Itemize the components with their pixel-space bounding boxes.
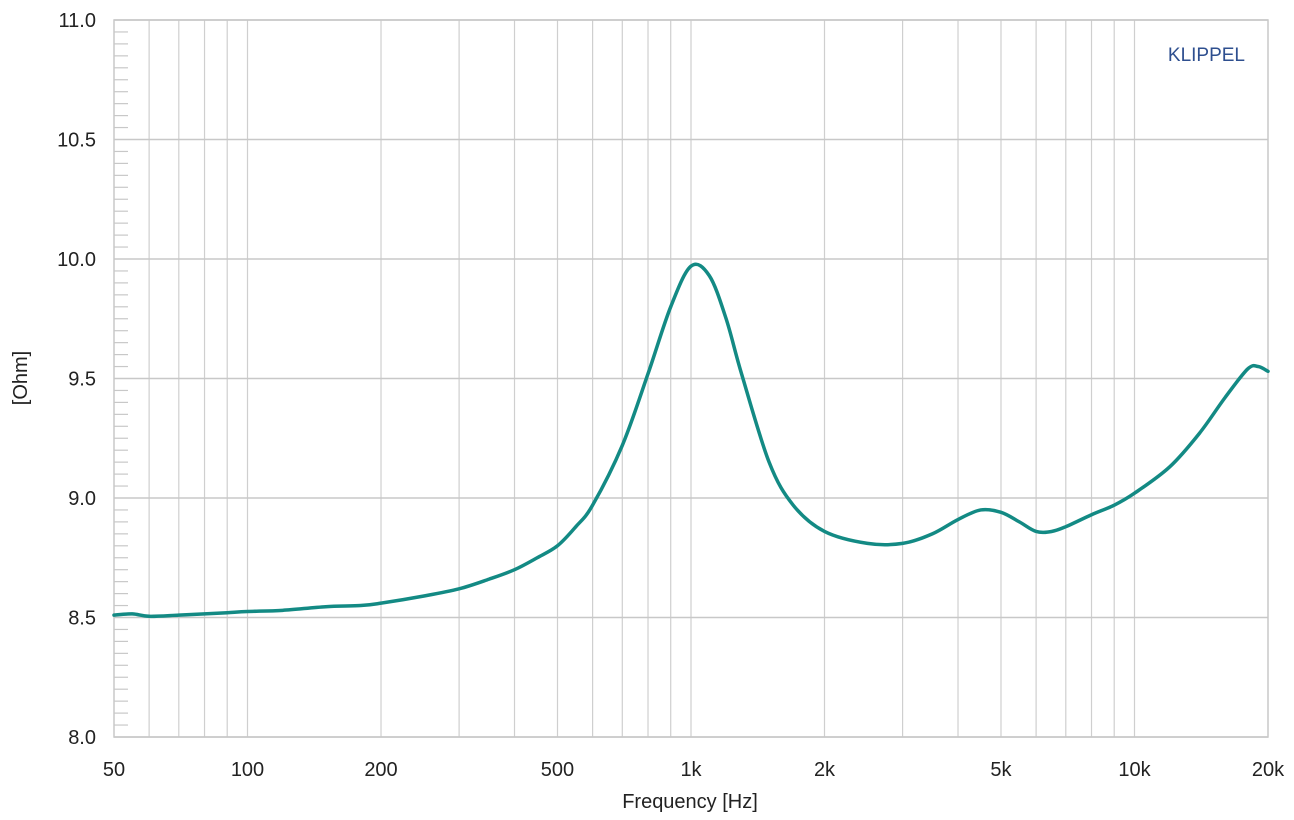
x-tick-labels: 50 100 200 500 1k 2k 5k 10k 20k <box>103 759 1285 781</box>
klippel-watermark: KLIPPEL <box>1168 45 1245 66</box>
x-tick-label: 500 <box>541 759 574 781</box>
plot-frame <box>113 19 1269 738</box>
impedance-curve <box>112 262 1270 619</box>
x-tick-label: 50 <box>103 759 125 781</box>
y-tick-label: 10.5 <box>57 130 96 152</box>
x-axis-title: Frequency [Hz] <box>622 791 758 813</box>
x-tick-label: 1k <box>680 759 702 781</box>
y-tick-label: 9.0 <box>68 488 96 510</box>
series-layer <box>112 262 1270 619</box>
x-tick-label: 20k <box>1252 759 1285 781</box>
y-tick-label: 9.5 <box>68 369 96 391</box>
y-tick-labels: 8.0 8.5 9.0 9.5 10.0 10.5 11.0 <box>57 10 96 749</box>
y-tick-label: 11.0 <box>59 10 96 32</box>
y-tick-label: 8.0 <box>68 727 96 749</box>
y-tick-label: 10.0 <box>57 249 96 271</box>
x-tick-label: 5k <box>990 759 1012 781</box>
x-tick-label: 2k <box>814 759 836 781</box>
y-tick-label: 8.5 <box>68 608 96 630</box>
x-tick-label: 200 <box>364 759 397 781</box>
x-tick-label: 100 <box>231 759 264 781</box>
x-tick-label: 10k <box>1118 759 1151 781</box>
y-minor-ticks <box>114 31 128 726</box>
y-axis-title: [Ohm] <box>10 351 32 405</box>
